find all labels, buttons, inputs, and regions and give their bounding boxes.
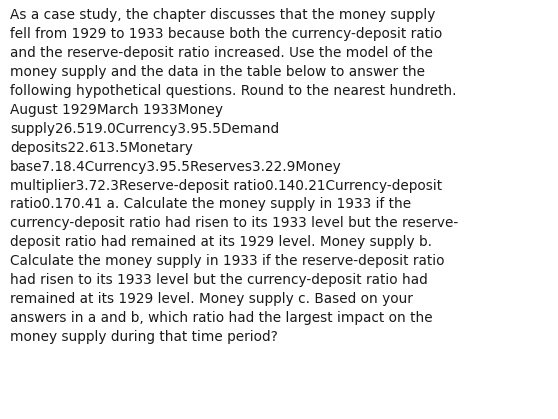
Text: As a case study, the chapter discusses that the money supply
fell from 1929 to 1: As a case study, the chapter discusses t…: [10, 8, 458, 344]
